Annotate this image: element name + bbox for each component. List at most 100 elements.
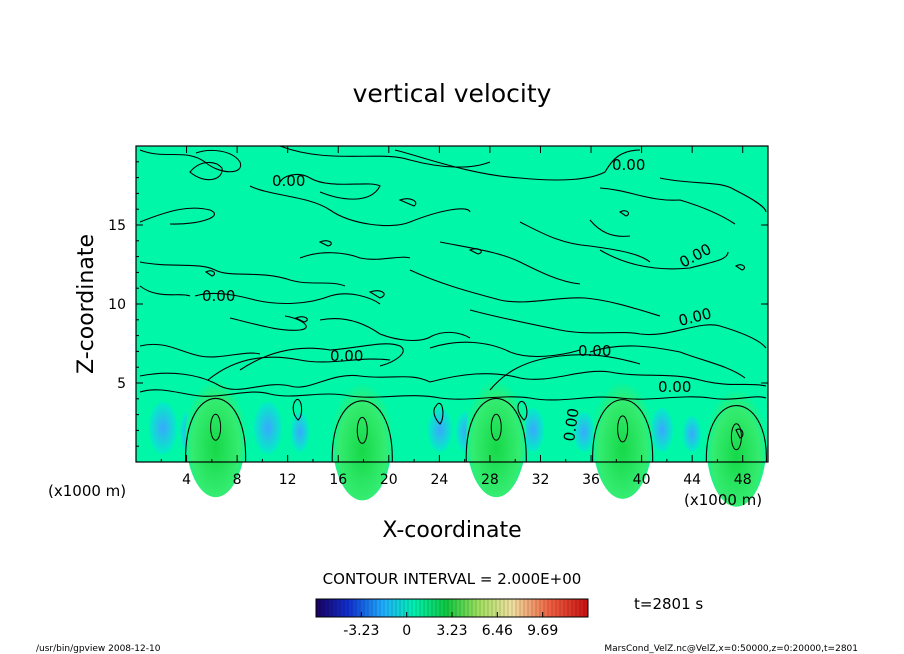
contour-line [469,309,767,349]
contour-line [194,292,381,305]
contour-label: 0.00 [560,407,582,443]
y-axis-label: Z-coordinate [74,234,99,374]
contour-line [519,221,651,263]
contour-line [299,252,411,260]
contour-line [319,317,471,342]
contour-line [139,261,346,287]
x-unit-label-right: (x1000 m) [684,491,762,509]
contour-line [589,345,746,379]
contour-label: 0.00 [202,287,235,305]
downdraft-patch [683,416,701,452]
contour-label: 0.00 [612,156,645,174]
downdraft-patch [149,402,177,454]
x-tick-label: 16 [329,472,347,488]
contour-label: 0.00 [578,342,611,360]
colorbar-ticks: -3.23 0 3.23 6.46 9.69 [343,612,558,639]
contour-label: 0.00 [272,172,305,190]
x-tick-label: 48 [734,472,752,488]
downdraft-patches [149,402,701,454]
updraft-core-contour [210,413,222,441]
contour-label: 0.00 [658,378,691,396]
contour-line [139,372,431,390]
contour-line [279,173,381,200]
x-tick-label: 40 [633,472,651,488]
contour-line [189,161,223,181]
contour-line [735,428,744,439]
chart-title: vertical velocity [353,79,552,108]
contour-line [318,240,332,247]
downdraft-patch [651,408,673,452]
updraft-core-contour [356,416,368,444]
downdraft-patch [574,412,594,452]
downdraft-patch [522,408,544,452]
updraft-contour [185,397,247,463]
contour-line [139,149,242,173]
x-tick-label: 20 [380,472,398,488]
contour-lines [139,145,767,439]
contour-line [659,177,767,213]
contour-line [394,149,641,181]
updraft-core-contour [617,415,629,443]
contour-line [429,341,581,357]
downdraft-patch [428,408,452,452]
updraft-contour [705,405,767,463]
contour-line [409,269,661,317]
x-tick-label: 8 [233,472,242,488]
updraft-contour [465,397,527,463]
contour-line [229,315,307,331]
contour-line [139,285,191,297]
contour-line [205,270,215,277]
contour-line [489,354,641,391]
colorbar-tick-label: -3.23 [343,623,379,639]
contour-line [429,370,767,387]
contour-line [398,198,417,207]
downdraft-patch [254,402,282,454]
footer-right: MarsCond_VelZ.nc@VelZ,x=0:50000,z=0:2000… [604,644,858,654]
x-tick-label: 28 [481,472,499,488]
updraft-core-contour [490,413,502,441]
contour-line [599,187,736,225]
colorbar-tick-label: 3.23 [436,623,467,639]
x-unit-label: (x1000 m) [48,482,126,500]
contour-line [468,248,482,255]
contour-line [249,185,471,227]
downdraft-patch [291,412,309,452]
contour-line [292,398,303,421]
colorbar-tick-label: 6.46 [482,623,513,639]
x-tick-label: 4 [182,472,191,488]
contour-line [619,210,629,217]
x-tick-label: 44 [683,472,701,488]
contour-line [439,241,581,285]
contour-line [735,264,745,271]
contour-line [517,400,528,421]
colorbar-tick-label: 0 [402,623,411,639]
x-tick-label: 36 [582,472,600,488]
updraft-cell [185,373,246,498]
contour-line [207,356,391,381]
contour-line [433,402,444,425]
contour-line [368,290,385,299]
contour-line [599,249,729,270]
updraft-contour [331,400,393,463]
updraft-cell [466,373,527,498]
x-tick-label: 12 [279,472,297,488]
contour-line [239,343,404,371]
x-tick-label: 32 [532,472,550,488]
contour-line [294,316,308,323]
x-tick-label: 24 [430,472,448,488]
contour-line [589,219,631,237]
contour-line [139,389,767,401]
updraft-contour [592,399,654,463]
contour-line [279,145,491,168]
colorbar-tick-label: 9.69 [527,623,558,639]
y-tick-label: 5 [117,376,126,392]
contour-line [139,343,261,358]
contour-label: 0.00 [330,347,363,365]
y-tick-label: 10 [108,297,126,313]
footer-left: /usr/bin/gpview 2008-12-10 [36,644,161,654]
y-tick-label: 15 [108,218,126,234]
x-axis-label: X-coordinate [382,518,521,543]
contour-interval-text: CONTOUR INTERVAL = 2.000E+00 [323,570,582,588]
